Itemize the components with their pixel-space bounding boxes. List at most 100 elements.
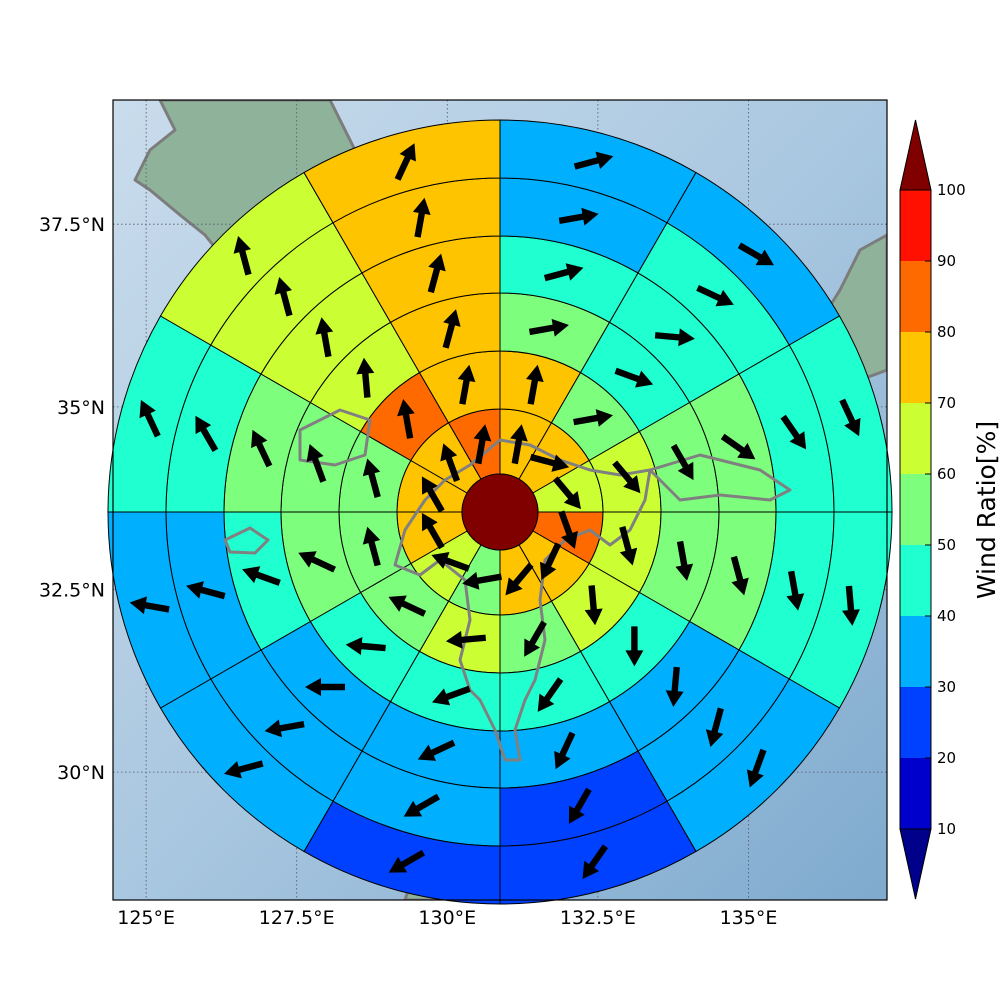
y-tick-label: 30°N — [57, 762, 105, 784]
wind-arrow — [432, 685, 471, 706]
wind-arrow — [264, 719, 305, 738]
wind-arrow — [665, 666, 684, 707]
wind-arrow — [442, 309, 461, 349]
wind-arrow — [421, 512, 445, 550]
wind-arrow — [552, 476, 581, 510]
colorbar-segment — [900, 190, 931, 261]
wind-arrow — [582, 844, 608, 879]
colorbar-label: Wind Ratio[%] — [972, 421, 1000, 599]
y-tick-label: 35°N — [57, 397, 105, 419]
colorbar-under-triangle — [899, 828, 932, 900]
colorbar-tick-label: 100 — [937, 181, 966, 199]
wind-arrow — [440, 443, 460, 482]
wind-arrow — [705, 707, 724, 747]
wind-arrow — [445, 630, 486, 649]
wind-arrows — [129, 143, 861, 879]
wind-arrow — [568, 787, 592, 824]
wind-arrow — [537, 677, 564, 712]
x-tick-label: 135°E — [720, 907, 778, 929]
wind-arrow — [462, 571, 502, 590]
wind-arrow — [746, 748, 767, 788]
colorbar-tick-label: 80 — [937, 323, 956, 341]
wind-arrow — [524, 620, 547, 657]
wind-arrow — [251, 429, 273, 468]
colorbar-tick-label: 20 — [937, 749, 956, 767]
wind-arrow — [427, 253, 446, 294]
wind-arrow — [417, 739, 456, 761]
wind-arrow — [233, 236, 252, 276]
wind-arrow — [573, 409, 613, 427]
wind-arrow — [306, 444, 327, 483]
wind-arrow — [139, 399, 161, 438]
x-tick-label: 127.5°E — [259, 907, 335, 929]
wind-arrow — [675, 540, 694, 581]
colorbar-tick-label: 10 — [937, 820, 956, 838]
wind-arrow — [573, 151, 614, 170]
colorbar-segment — [900, 261, 931, 332]
wind-arrow — [431, 552, 470, 572]
wind-arrow — [558, 510, 578, 549]
colorbar-over-triangle — [899, 119, 932, 191]
wind-arrow — [528, 318, 569, 337]
wind-arrow — [842, 585, 860, 626]
wind-arrow — [195, 415, 219, 452]
wind-arrow — [505, 562, 534, 596]
wind-arrow — [526, 364, 544, 405]
wind-arrow — [540, 542, 562, 580]
wind-arrow — [362, 526, 381, 567]
map-panel: 125°E 127.5°E 130°E 132.5°E 135°E 30°N 32.5°N 3… — [39, 99, 893, 929]
wind-arrow — [614, 367, 654, 388]
wind-arrow — [780, 414, 807, 450]
wind-arrow — [670, 443, 694, 481]
wind-arrow — [362, 458, 381, 498]
wind-sectors — [107, 119, 893, 905]
axis-ticks: 125°E 127.5°E 130°E 132.5°E 135°E 30°N 32.5°N 3… — [39, 214, 777, 929]
colorbar: 10 20 30 40 50 60 70 80 90 100 Wind Ratio[%] — [899, 119, 1000, 900]
colorbar-tick-label: 70 — [937, 394, 956, 412]
wind-arrow — [298, 551, 336, 573]
colorbar-tick-label: 40 — [937, 607, 956, 625]
colorbar-segment — [900, 332, 931, 403]
wind-arrow — [612, 460, 641, 494]
colorbar-segment — [900, 545, 931, 616]
y-tick-label: 37.5°N — [39, 214, 105, 236]
map-frame — [112, 99, 888, 901]
wind-arrow — [457, 364, 476, 405]
wind-arrow — [839, 398, 861, 437]
wind-arrow — [625, 626, 644, 667]
y-tick-label: 32.5°N — [39, 579, 105, 601]
colorbar-segment — [900, 758, 931, 829]
wind-arrow — [554, 731, 576, 770]
wind-arrow — [397, 399, 415, 439]
wind-arrow — [543, 263, 584, 282]
wind-arrow — [356, 357, 375, 398]
wind-arrow — [654, 328, 695, 347]
colorbar-tick-label: 90 — [937, 252, 956, 270]
wind-arrow — [388, 595, 427, 617]
wind-arrow — [224, 760, 264, 779]
colorbar-segment — [900, 474, 931, 545]
wind-arrow — [696, 285, 734, 307]
wind-arrow — [388, 849, 425, 873]
wind-arrow — [737, 242, 774, 266]
wind-arrow — [412, 197, 431, 238]
wind-arrow — [345, 637, 386, 655]
wind-arrow — [394, 143, 416, 181]
wind-arrow — [473, 424, 492, 465]
wind-arrow — [786, 570, 805, 611]
colorbar-segment — [900, 687, 931, 758]
wind-arrow — [242, 566, 281, 586]
wind-arrow — [421, 476, 445, 513]
colorbar-tick-label: 50 — [937, 536, 956, 554]
wind-arrow — [730, 555, 749, 596]
wind-arrow — [305, 678, 345, 696]
wind-arrow — [558, 207, 599, 226]
x-tick-label: 132.5°E — [560, 907, 636, 929]
wind-arrow — [403, 793, 440, 817]
wind-arrow — [129, 596, 170, 615]
wind-arrow — [186, 581, 226, 600]
wind-arrow — [529, 453, 570, 472]
x-tick-label: 130°E — [418, 907, 476, 929]
colorbar-segment — [900, 616, 931, 687]
x-tick-label: 125°E — [117, 907, 175, 929]
